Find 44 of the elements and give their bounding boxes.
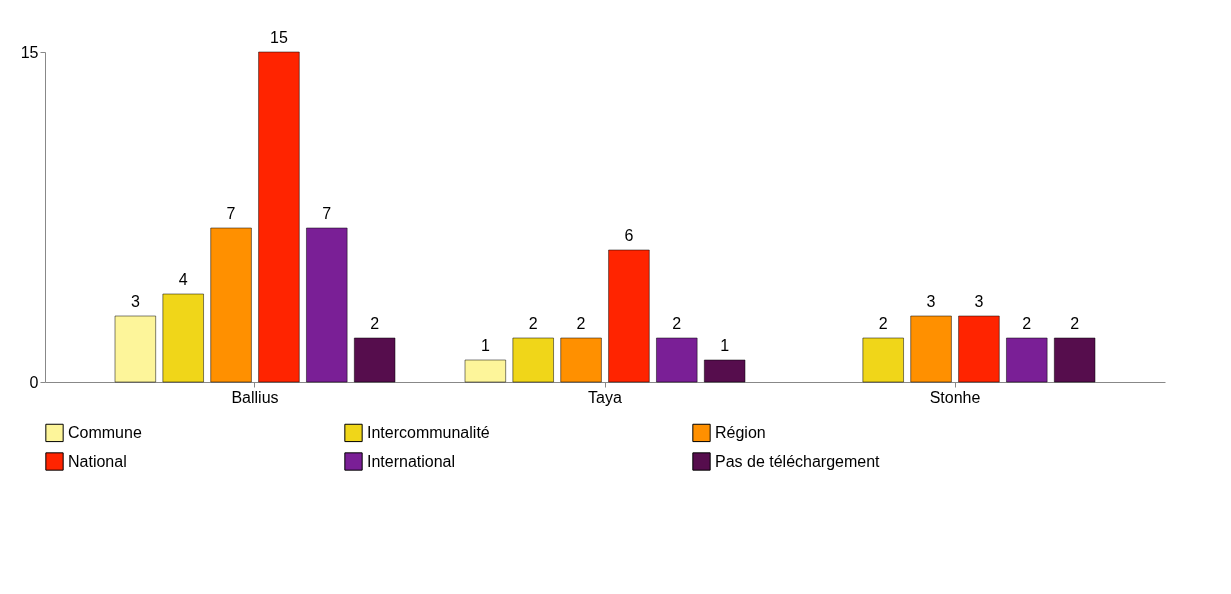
bar [162,293,204,383]
legend-label: International [367,452,456,470]
data-label: 15 [270,29,288,46]
data-label: 2 [878,315,888,332]
legend-label: Intercommunalité [367,423,490,441]
data-label: 4 [178,271,188,288]
data-label: 3 [130,293,140,310]
legend-label: National [68,452,127,470]
data-label: 7 [226,205,236,222]
data-label: 7 [322,205,332,222]
bar [258,51,300,383]
bar [464,359,506,383]
bar [1054,337,1096,383]
data-label: 3 [974,293,984,310]
bar [704,359,746,383]
bar [862,337,904,383]
bar [656,337,698,383]
data-label: 1 [480,337,490,354]
bar [354,337,396,383]
data-label: 2 [370,315,380,332]
x-tick-label: Stonhe [929,388,981,406]
bar [560,337,602,383]
bar [114,315,156,383]
legend-label: Région [715,423,766,441]
x-tick-label: Taya [588,388,622,406]
data-label: 2 [1022,315,1032,332]
data-label: 2 [672,315,682,332]
bar [1006,337,1048,383]
bar [958,315,1000,383]
data-label: 6 [624,227,634,244]
bar [910,315,952,383]
y-tick-label: 0 [29,373,39,391]
data-label: 2 [528,315,538,332]
data-label: 2 [1070,315,1080,332]
legend-label: Pas de téléchargement [715,452,881,470]
data-label: 3 [926,293,936,310]
bar [608,249,650,383]
bar [210,227,252,383]
legend-label: Commune [68,423,142,441]
x-tick-label: Ballius [231,388,279,406]
bar [306,227,348,383]
data-label: 1 [720,337,730,354]
bar [512,337,554,383]
data-label: 2 [576,315,586,332]
